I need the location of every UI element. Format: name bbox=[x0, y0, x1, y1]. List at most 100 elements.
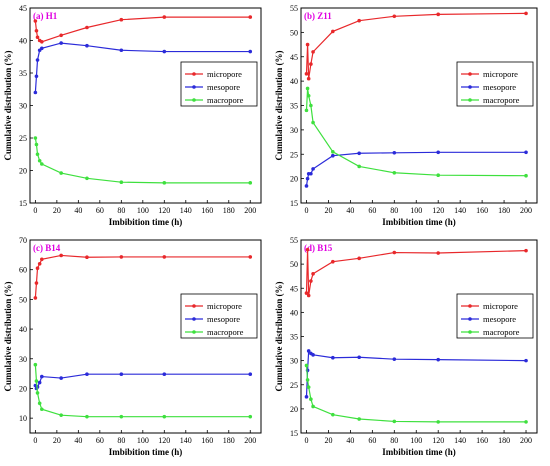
data-point-micropore bbox=[119, 255, 124, 259]
data-point-macropore bbox=[524, 420, 528, 424]
data-point-mesopore bbox=[33, 90, 38, 95]
x-tick-label: 160 bbox=[201, 436, 213, 445]
data-point-macropore bbox=[392, 419, 397, 424]
data-point-macropore bbox=[304, 108, 309, 113]
data-point-macropore bbox=[305, 378, 310, 382]
data-point-micropore bbox=[33, 296, 38, 300]
data-point-mesopore bbox=[119, 372, 124, 377]
data-point-mesopore bbox=[305, 176, 310, 181]
data-point-mesopore bbox=[85, 372, 89, 377]
x-tick-label: 0 bbox=[304, 436, 308, 445]
legend-label-micropore: micropore bbox=[483, 301, 518, 311]
data-point-macropore bbox=[309, 103, 313, 108]
x-tick-label: 120 bbox=[158, 436, 170, 445]
data-point-micropore bbox=[311, 50, 315, 54]
data-point-micropore bbox=[311, 271, 315, 276]
data-point-micropore bbox=[436, 251, 441, 255]
x-tick-label: 80 bbox=[117, 436, 125, 445]
legend-marker-macropore bbox=[192, 330, 196, 334]
series-line-macropore bbox=[305, 365, 527, 423]
data-point-micropore bbox=[306, 76, 311, 81]
series-line-micropore bbox=[305, 12, 527, 79]
y-tick-label: 40 bbox=[19, 325, 27, 334]
data-point-micropore bbox=[34, 28, 39, 33]
panel-title: (c) B14 bbox=[33, 243, 61, 253]
y-tick-label: 50 bbox=[19, 295, 27, 304]
x-tick-label: 120 bbox=[432, 206, 444, 215]
panel-title: (d) B15 bbox=[304, 243, 333, 253]
data-point-macropore bbox=[35, 152, 40, 157]
legend-label-macropore: macropore bbox=[483, 95, 520, 105]
y-tick-label: 20 bbox=[19, 167, 27, 176]
data-point-mesopore bbox=[34, 74, 39, 79]
data-point-mesopore bbox=[331, 355, 335, 360]
x-tick-label: 140 bbox=[180, 436, 192, 445]
legend: micropore mesopore macropore bbox=[180, 61, 258, 107]
y-tick-label: 60 bbox=[19, 266, 27, 275]
data-point-macropore bbox=[306, 385, 311, 389]
data-point-mesopore bbox=[331, 153, 335, 158]
x-tick-label: 20 bbox=[53, 436, 61, 445]
data-point-micropore bbox=[85, 25, 89, 30]
data-point-macropore bbox=[37, 158, 42, 163]
y-tick-label: 40 bbox=[290, 77, 298, 86]
legend-label-mesopore: mesopore bbox=[207, 82, 240, 92]
data-point-mesopore bbox=[392, 357, 397, 361]
y-tick-label: 25 bbox=[290, 150, 298, 159]
data-point-micropore bbox=[40, 257, 44, 262]
x-tick-label: 200 bbox=[520, 436, 532, 445]
series-line-mesopore bbox=[34, 373, 251, 390]
legend-marker-mesopore bbox=[192, 317, 196, 321]
data-point-mesopore bbox=[392, 150, 397, 155]
data-point-micropore bbox=[436, 12, 441, 17]
data-point-micropore bbox=[162, 15, 167, 19]
data-point-macropore bbox=[40, 407, 44, 412]
data-point-micropore bbox=[248, 255, 253, 259]
chart-panel-2: 0 20 40 60 80 100 120 140 160 180 200 15 20 25 30 35 40 4… bbox=[274, 4, 538, 227]
x-tick-label: 60 bbox=[368, 206, 376, 215]
y-tick-label: 55 bbox=[290, 4, 298, 13]
y-tick-label: 30 bbox=[19, 102, 27, 111]
data-point-macropore bbox=[311, 120, 315, 125]
chart-panel-3: 0 20 40 60 80 100 120 140 160 180 200 10 20 30 40 50 60 7… bbox=[3, 236, 262, 457]
y-tick-label: 30 bbox=[290, 357, 298, 366]
data-point-mesopore bbox=[248, 372, 253, 377]
legend-label-macropore: macropore bbox=[207, 327, 244, 337]
panel-title: (b) Z11 bbox=[304, 11, 332, 21]
legend-label-micropore: micropore bbox=[483, 69, 518, 79]
y-tick-label: 35 bbox=[290, 333, 298, 342]
series-line-micropore bbox=[34, 16, 251, 43]
y-tick-label: 15 bbox=[290, 429, 298, 438]
x-axis-label: Imbibition time (h) bbox=[382, 447, 456, 457]
legend: micropore mesopore macropore bbox=[180, 293, 258, 339]
y-tick-label: 50 bbox=[290, 260, 298, 269]
data-point-mesopore bbox=[357, 355, 361, 360]
legend-marker-micropore bbox=[468, 304, 472, 308]
data-point-mesopore bbox=[306, 349, 311, 353]
legend-label-micropore: micropore bbox=[207, 69, 242, 79]
panel-title: (a) H1 bbox=[33, 11, 58, 21]
x-tick-label: 80 bbox=[117, 206, 125, 215]
x-tick-label: 20 bbox=[324, 206, 332, 215]
legend-marker-macropore bbox=[468, 330, 472, 334]
x-tick-label: 100 bbox=[137, 436, 149, 445]
plot-frame bbox=[29, 239, 262, 434]
x-tick-label: 40 bbox=[346, 436, 354, 445]
data-point-macropore bbox=[436, 173, 441, 178]
x-tick-label: 100 bbox=[410, 206, 422, 215]
chart-panel-1: 0 20 40 60 80 100 120 140 160 180 200 15 20 25 30 35 40 4… bbox=[3, 4, 262, 227]
data-point-macropore bbox=[59, 413, 63, 417]
data-point-macropore bbox=[162, 181, 167, 185]
data-point-micropore bbox=[59, 253, 63, 258]
data-point-micropore bbox=[248, 15, 253, 19]
data-point-macropore bbox=[34, 379, 39, 383]
chart-panel-4: 0 20 40 60 80 100 120 140 160 180 200 15 20 25 30 35 40 4… bbox=[274, 236, 538, 457]
data-point-macropore bbox=[119, 414, 124, 419]
legend-marker-mesopore bbox=[468, 85, 472, 89]
y-tick-label: 20 bbox=[290, 405, 298, 414]
data-point-macropore bbox=[37, 401, 42, 406]
y-tick-label: 40 bbox=[19, 37, 27, 46]
x-tick-label: 120 bbox=[432, 436, 444, 445]
data-point-mesopore bbox=[304, 395, 309, 399]
